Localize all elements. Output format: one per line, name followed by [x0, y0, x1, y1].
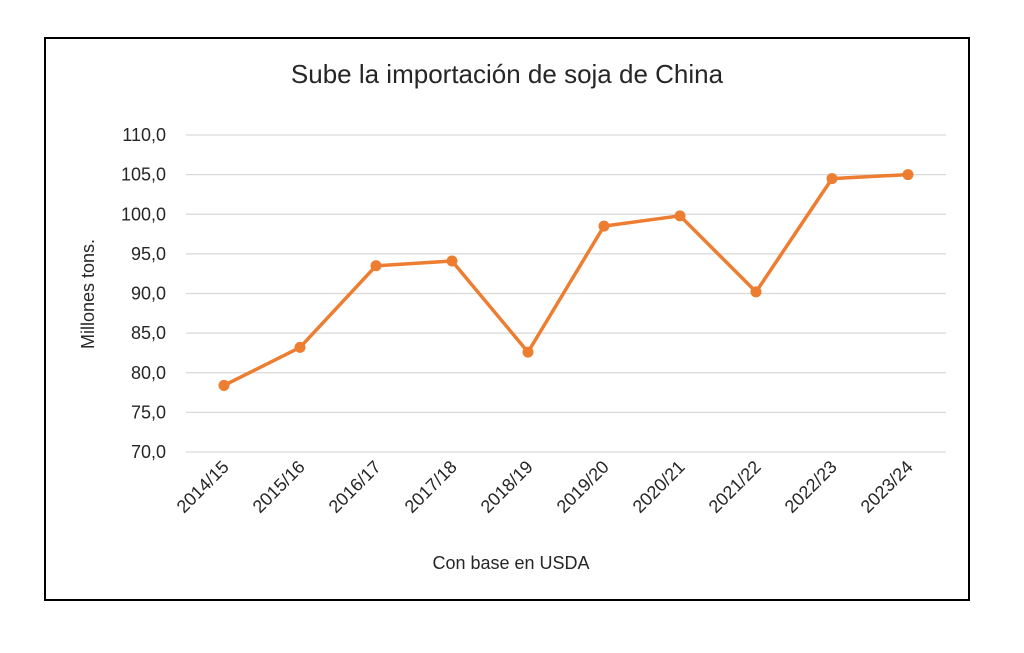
y-tick-label: 75,0 — [131, 402, 166, 422]
data-point — [902, 169, 914, 181]
data-point — [674, 210, 686, 222]
x-tick-label: 2014/15 — [173, 457, 233, 517]
data-point — [446, 255, 458, 267]
x-tick-label: 2017/18 — [401, 457, 461, 517]
series-line — [222, 172, 910, 388]
data-point — [750, 286, 762, 298]
data-point — [218, 379, 230, 391]
y-tick-label: 100,0 — [121, 204, 166, 224]
y-tick-label: 70,0 — [131, 442, 166, 462]
data-point — [522, 346, 534, 358]
x-tick-label: 2016/17 — [325, 457, 385, 517]
x-tick-label: 2015/16 — [249, 457, 309, 517]
data-point — [826, 173, 838, 185]
data-point — [598, 220, 610, 232]
data-point — [370, 260, 382, 272]
y-tick-label: 80,0 — [131, 363, 166, 383]
x-tick-label: 2021/22 — [705, 457, 765, 517]
x-tick-label: 2020/21 — [629, 457, 689, 517]
y-tick-label: 85,0 — [131, 323, 166, 343]
chart-frame — [44, 37, 970, 601]
chart-title: Sube la importación de soja de China — [291, 59, 724, 89]
y-axis-ticks: 70,0 75,0 80,0 85,0 90,0 95,0 100,0 105,0 110,0 — [121, 125, 166, 462]
x-tick-label: 2018/19 — [477, 457, 537, 517]
y-tick-label: 90,0 — [131, 284, 166, 304]
x-tick-label: 2022/23 — [781, 457, 841, 517]
x-axis-label: Con base en USDA — [432, 553, 589, 573]
grid-lines — [186, 134, 946, 453]
y-axis-label: Millones tons. — [78, 239, 98, 349]
x-tick-label: 2019/20 — [553, 457, 613, 517]
x-axis-ticks: 2014/15 2015/16 2016/17 2017/18 2018/19 2019/… — [173, 457, 917, 517]
y-tick-label: 95,0 — [131, 244, 166, 264]
data-point — [294, 341, 306, 353]
series — [218, 169, 914, 391]
x-tick-label: 2023/24 — [857, 457, 917, 517]
y-tick-label: 110,0 — [122, 125, 166, 145]
y-tick-label: 105,0 — [121, 165, 166, 185]
